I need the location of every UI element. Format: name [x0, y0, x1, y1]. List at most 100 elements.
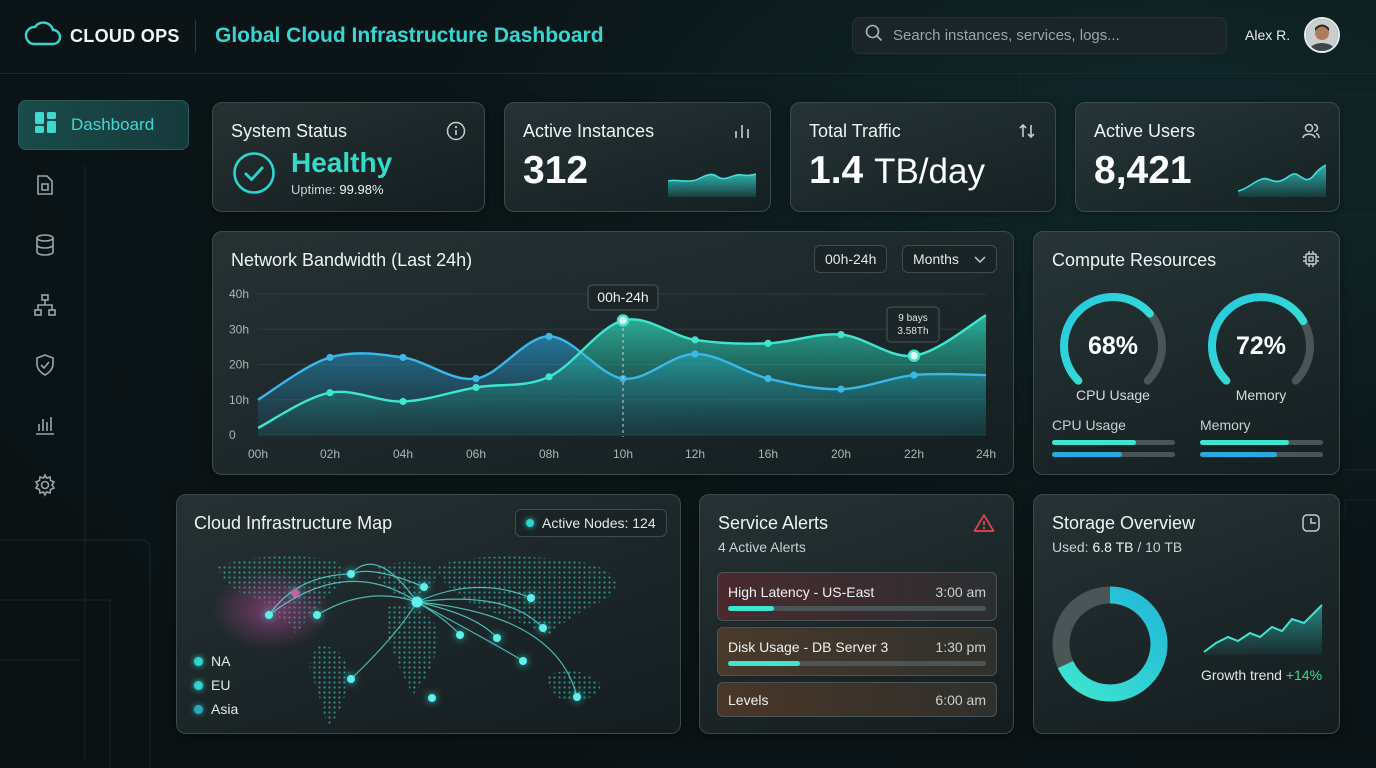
- card-title: Cloud Infrastructure Map: [194, 513, 393, 533]
- highlighted-point[interactable]: [616, 314, 630, 327]
- users-value: 8,421: [1094, 149, 1192, 192]
- cpu-bar-2: [1052, 452, 1175, 457]
- legend-label: EU: [211, 677, 231, 693]
- map-node[interactable]: [573, 693, 581, 701]
- data-point[interactable]: [910, 371, 918, 379]
- card-title: Service Alerts: [718, 513, 829, 533]
- map-node[interactable]: [456, 631, 464, 639]
- cpu-gauge: [1060, 293, 1154, 385]
- x-tick-label: 10h: [613, 447, 633, 461]
- alert-progress: [728, 661, 986, 666]
- map-node[interactable]: [313, 611, 321, 619]
- sidebar-item-settings[interactable]: [32, 472, 58, 500]
- info-icon[interactable]: [446, 121, 466, 146]
- alert-item-2[interactable]: Disk Usage - DB Server 3 1:30 pm: [717, 627, 997, 676]
- bandwidth-chart: 0 10h 20h 30h 40h 00h 02h 04h 06h 08h 10h 12h 16h 20h…: [229, 284, 996, 461]
- brand[interactable]: CLOUD OPS: [24, 20, 180, 53]
- legend-label: NA: [211, 653, 231, 669]
- map-node[interactable]: [347, 570, 355, 578]
- x-tick-label: 06h: [466, 447, 486, 461]
- transfer-arrows-icon: [1017, 121, 1037, 146]
- y-tick-label: 20h: [229, 358, 249, 372]
- card-title: Network Bandwidth (Last 24h): [231, 250, 473, 270]
- growth-trend-value: +14%: [1285, 667, 1323, 683]
- legend-item-eu: EU: [194, 677, 230, 693]
- search-input[interactable]: [893, 27, 1213, 44]
- x-tick-label: 16h: [758, 447, 778, 461]
- data-point[interactable]: [326, 353, 334, 362]
- map-node[interactable]: [428, 694, 436, 702]
- compute-resources-card: Compute Resources 68% 72% CPU Usage Memo…: [1033, 231, 1340, 475]
- tooltip-text: 00h-24h: [597, 289, 648, 305]
- sidebar-item-database[interactable]: [32, 233, 58, 260]
- map-node[interactable]: [265, 611, 273, 619]
- range-chip[interactable]: 00h-24h: [814, 245, 888, 273]
- network-bandwidth-card: Network Bandwidth (Last 24h) 00h-24h Mon…: [212, 231, 1014, 475]
- total-traffic-card: Total Traffic 1.4 TB/day: [790, 102, 1056, 212]
- data-point[interactable]: [545, 373, 553, 381]
- period-select-value: Months: [913, 251, 959, 267]
- storage-overview-card: Storage Overview Used: 6.8 TB / 10 TB Gr…: [1033, 494, 1340, 734]
- sidebar-item-analytics[interactable]: [32, 414, 58, 440]
- map-node[interactable]: [411, 596, 423, 608]
- alert-item-1[interactable]: High Latency - US-East 3:00 am: [717, 572, 997, 621]
- card-title: Active Instances: [523, 121, 655, 141]
- avatar[interactable]: [1304, 17, 1340, 53]
- data-point[interactable]: [837, 385, 845, 393]
- legend-label: Asia: [211, 701, 239, 717]
- y-tick-label: 30h: [229, 322, 249, 336]
- data-point[interactable]: [399, 397, 407, 406]
- search-bar[interactable]: [852, 17, 1227, 54]
- brand-name: CLOUD OPS: [70, 26, 180, 46]
- map-node[interactable]: [347, 675, 355, 683]
- traffic-unit: TB/day: [874, 152, 985, 191]
- sidebar-item-dashboard[interactable]: Dashboard: [18, 100, 189, 150]
- analytics-icon: [33, 413, 57, 442]
- users-icon: [1301, 121, 1321, 146]
- alert-item-3[interactable]: Levels 6:00 am: [717, 682, 997, 717]
- memory-bars-label: Memory: [1200, 417, 1251, 433]
- data-point[interactable]: [545, 332, 553, 340]
- data-point[interactable]: [399, 353, 407, 362]
- data-point[interactable]: [472, 375, 480, 383]
- map-node[interactable]: [519, 657, 527, 665]
- data-point[interactable]: [472, 383, 480, 392]
- data-point[interactable]: [326, 389, 334, 397]
- user-name[interactable]: Alex R.: [1245, 27, 1291, 43]
- active-nodes-badge[interactable]: Active Nodes: 124: [515, 509, 667, 537]
- data-point[interactable]: [764, 339, 772, 347]
- storage-used: Used: 6.8 TB / 10 TB: [1052, 539, 1182, 555]
- alert-time: 6:00 am: [935, 692, 986, 708]
- period-select[interactable]: Months: [902, 245, 997, 273]
- alert-time: 3:00 am: [935, 584, 986, 600]
- memory-value: 72%: [1236, 332, 1286, 360]
- map-node[interactable]: [291, 589, 299, 597]
- map-node[interactable]: [539, 624, 547, 632]
- chip-icon: [1301, 249, 1321, 274]
- uptime-value: 99.98%: [339, 182, 384, 197]
- system-status-card: System Status Healthy Uptime: 99.98%: [212, 102, 485, 212]
- map-node[interactable]: [527, 594, 535, 602]
- data-point[interactable]: [691, 350, 699, 358]
- shield-icon: [33, 353, 57, 382]
- data-point[interactable]: [837, 330, 845, 339]
- data-point[interactable]: [691, 336, 699, 344]
- map-nodes: [265, 570, 581, 702]
- tooltip-small-line2: 3.58Th: [897, 326, 928, 337]
- active-instances-card: Active Instances 312: [504, 102, 771, 212]
- legend-dot: [194, 704, 203, 714]
- traffic-value: 1.4 TB/day: [809, 149, 985, 193]
- data-point[interactable]: [764, 375, 772, 383]
- check-circle-icon: [232, 151, 276, 200]
- sidebar-item-network[interactable]: [32, 293, 58, 320]
- alert-time: 1:30 pm: [935, 639, 986, 655]
- active-users-card: Active Users 8,421: [1075, 102, 1340, 212]
- page-title: Global Cloud Infrastructure Dashboard: [215, 24, 604, 47]
- map-node[interactable]: [420, 583, 428, 591]
- sidebar-item-documents[interactable]: [32, 174, 58, 200]
- gauges: 68% 72% CPU Usage Memory: [1060, 293, 1314, 403]
- map-node[interactable]: [493, 634, 501, 642]
- highlighted-point[interactable]: [907, 349, 921, 362]
- chevron-down-icon: [974, 251, 986, 267]
- sidebar-item-security[interactable]: [32, 353, 58, 382]
